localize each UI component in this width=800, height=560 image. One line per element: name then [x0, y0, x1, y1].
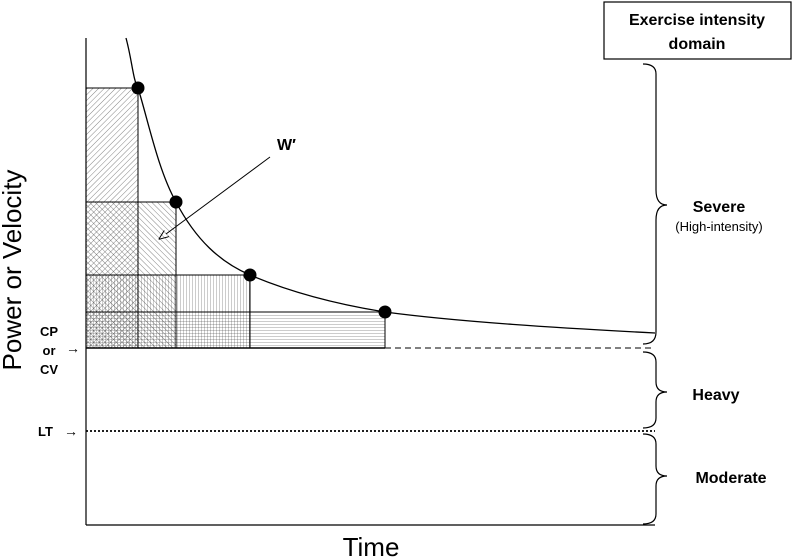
rect-4-horizontal — [86, 312, 385, 348]
intensity-domain-title-line-2: domain — [669, 36, 726, 53]
heavy-brace — [642, 351, 668, 429]
cp-arrow-icon: → — [66, 340, 80, 356]
heavy-label: Heavy — [692, 387, 739, 404]
curve-point-3 — [243, 268, 257, 282]
curve-data-points — [131, 81, 392, 319]
intensity-domain-title-line-1: Exercise intensity — [629, 12, 765, 29]
intensity-domain-box — [603, 1, 792, 60]
lt-marker-label: LT — [38, 424, 53, 439]
cp-marker-line-3: CV — [40, 362, 58, 377]
curve-point-1 — [131, 81, 145, 95]
curve-point-4 — [378, 305, 392, 319]
severe-sublabel: (High-intensity) — [675, 219, 762, 234]
severe-label: Severe — [693, 199, 746, 216]
severe-brace — [642, 63, 668, 345]
cp-marker-line-1: CP — [40, 324, 58, 339]
x-axis-title: Time — [343, 532, 400, 560]
y-axis-title: Power or Velocity — [0, 170, 27, 371]
moderate-label: Moderate — [695, 470, 766, 487]
cp-marker: CP or CV → — [40, 324, 80, 377]
w-prime-arrow — [166, 156, 271, 234]
lt-arrow-icon: → — [64, 423, 78, 439]
moderate-brace — [642, 433, 668, 525]
w-prime-label: W′ — [277, 137, 296, 154]
curve-point-2 — [169, 195, 183, 209]
w-prime-rectangles — [86, 87, 386, 348]
cp-marker-line-2: or — [43, 343, 56, 358]
lt-marker: LT → — [38, 423, 78, 439]
